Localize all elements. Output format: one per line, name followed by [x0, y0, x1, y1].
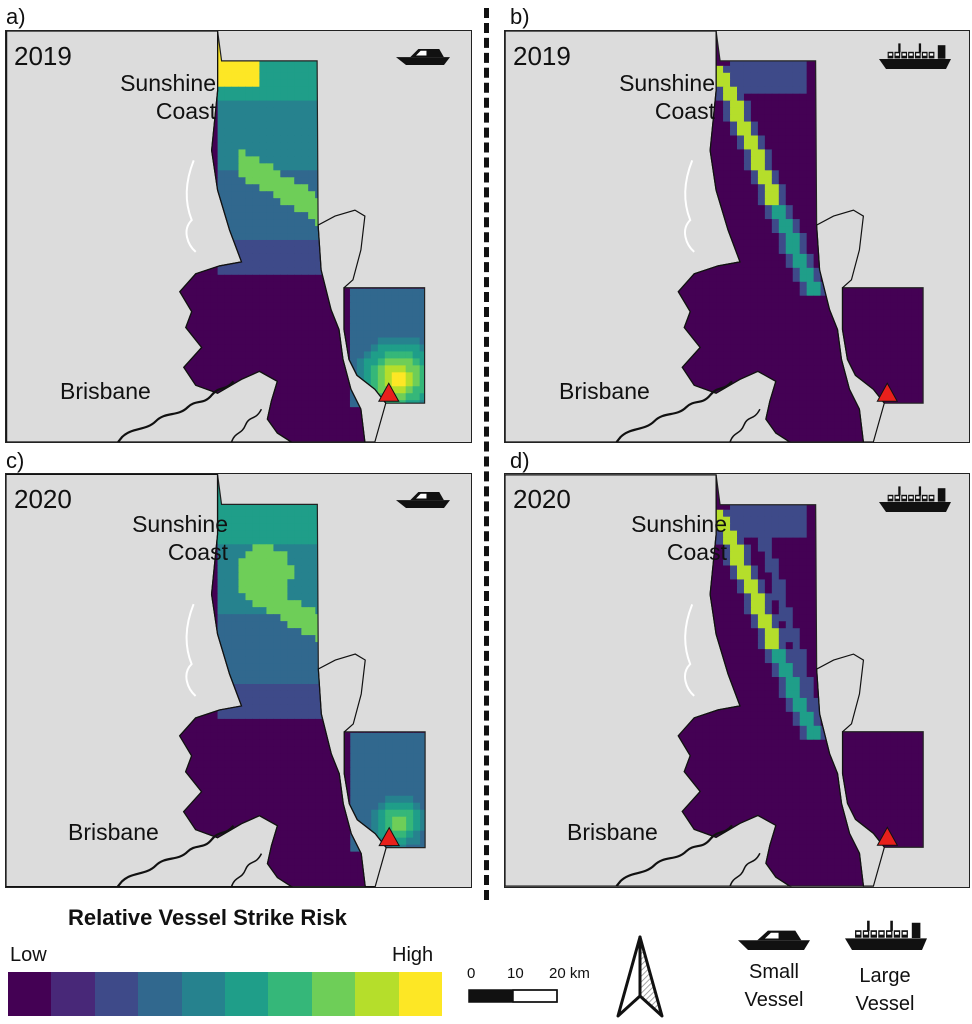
- place-label-brisbane: Brisbane: [60, 378, 151, 404]
- year-label: 2020: [14, 484, 72, 514]
- map-svg: [6, 474, 471, 887]
- large-vessel-label: Large Vessel: [855, 965, 915, 1015]
- river: [615, 824, 733, 887]
- map-svg: [6, 31, 471, 442]
- lake: [185, 603, 197, 697]
- scale-tick-10: 10: [507, 965, 524, 982]
- river: [116, 824, 235, 887]
- map-svg: [505, 31, 969, 442]
- scale-bar: 0 10 20 km: [467, 965, 597, 1005]
- map-svg: [505, 474, 969, 887]
- river: [729, 852, 761, 887]
- north-arrow-icon: [616, 935, 664, 1018]
- place-label-brisbane: Brisbane: [559, 378, 650, 404]
- cargo-ship-icon: [879, 43, 951, 69]
- triangle-marker-icon: [876, 826, 899, 846]
- ramp-swatch: [311, 972, 356, 1016]
- ramp-swatch: [181, 972, 226, 1016]
- panel-label-b: b): [510, 4, 530, 29]
- large-vessel-legend-ship-icon: [845, 920, 927, 950]
- place-label-sunshine-coast: Sunshine Coast: [631, 511, 727, 565]
- small-vessel-label: Small Vessel: [744, 961, 804, 1011]
- island-coastline: [317, 209, 387, 442]
- ramp-swatch: [138, 972, 182, 1016]
- triangle-marker-icon: [876, 382, 899, 402]
- island-coastline: [317, 653, 387, 887]
- small-vessel-legend-boat-icon: [738, 930, 810, 950]
- boat-icon: [396, 491, 450, 508]
- legend-title: Relative Vessel Strike Risk: [68, 905, 347, 930]
- river: [729, 408, 761, 442]
- river: [230, 853, 263, 887]
- map-panel-a: 2019 Sunshine Coast Brisbane: [5, 30, 472, 443]
- coastline: [6, 474, 294, 887]
- year-label: 2019: [14, 41, 72, 71]
- ramp-swatch: [398, 972, 443, 1016]
- place-label-sunshine-coast: Sunshine Coast: [120, 70, 216, 124]
- river: [230, 408, 263, 442]
- lake: [684, 160, 695, 253]
- scale-tick-0: 0: [467, 965, 476, 982]
- color-ramp: [8, 972, 443, 1016]
- map-panel-d: 2020 Sunshine Coast Brisbane: [504, 473, 970, 888]
- triangle-marker-icon: [377, 382, 400, 402]
- place-label-sunshine-coast: Sunshine Coast: [132, 511, 228, 565]
- river: [615, 380, 733, 442]
- scale-tick-20: 20 km: [549, 965, 590, 982]
- cargo-ship-icon: [879, 486, 951, 512]
- triangle-marker-icon: [378, 826, 401, 847]
- year-label: 2019: [513, 41, 571, 71]
- coastline: [505, 31, 791, 442]
- ramp-swatch: [51, 972, 95, 1016]
- ramp-swatch: [8, 972, 52, 1016]
- panel-label-c: c): [6, 448, 25, 473]
- ramp-swatch: [355, 972, 399, 1016]
- year-label: 2020: [513, 484, 571, 514]
- lake: [185, 160, 197, 253]
- place-label-brisbane: Brisbane: [567, 819, 658, 845]
- legend-high-label: High: [392, 944, 434, 966]
- island-coastline: [815, 209, 885, 442]
- panel-divider: [484, 8, 489, 900]
- map-panel-b: 2019 Sunshine Coast Brisbane: [504, 30, 970, 443]
- place-label-sunshine-coast: Sunshine Coast: [619, 70, 715, 124]
- island-coastline: [816, 653, 886, 887]
- ramp-swatch: [268, 972, 312, 1016]
- map-panel-c: 2020 Sunshine Coast Brisbane: [5, 473, 472, 888]
- coastline: [6, 31, 293, 442]
- panel-label-d: d): [510, 448, 530, 473]
- coastline: [505, 474, 792, 887]
- river: [117, 380, 235, 442]
- panel-label-a: a): [6, 4, 26, 29]
- legend-low-label: Low: [10, 944, 47, 966]
- ramp-swatch: [225, 972, 269, 1016]
- ramp-swatch: [94, 972, 139, 1016]
- place-label-brisbane: Brisbane: [68, 819, 159, 845]
- boat-icon: [396, 48, 450, 65]
- lake: [683, 603, 695, 697]
